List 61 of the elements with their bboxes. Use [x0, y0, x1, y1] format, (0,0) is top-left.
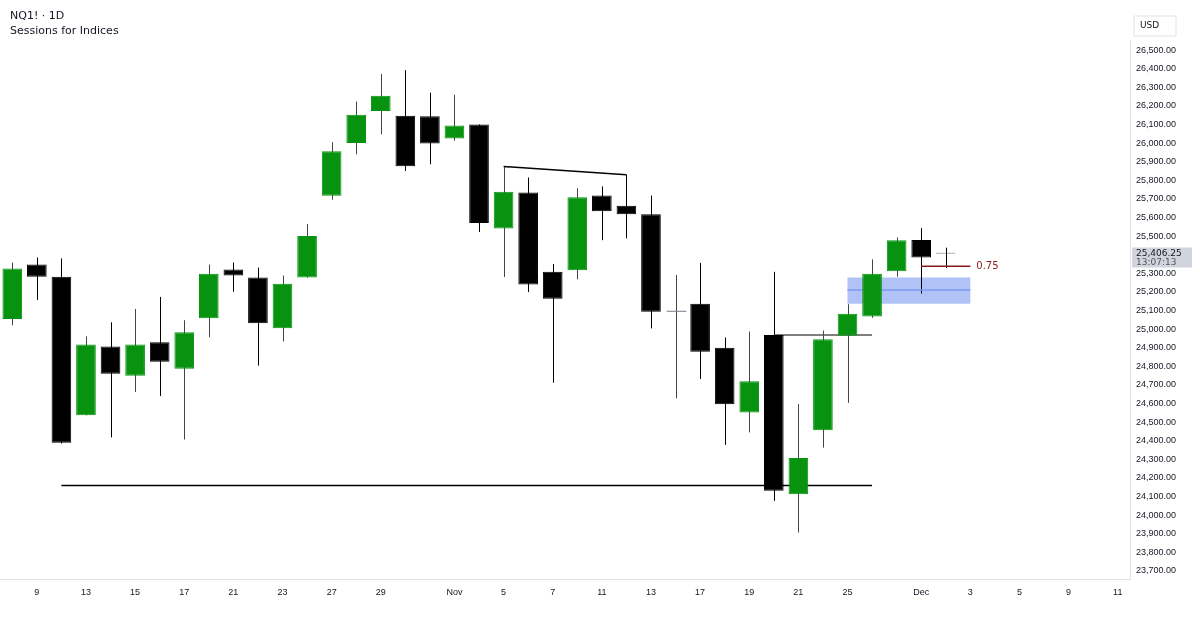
x-tick-label: 17: [695, 587, 706, 598]
text: 13:07:13: [1136, 256, 1177, 267]
x-tick-label: 7: [550, 587, 556, 598]
candlestick: [616, 174, 637, 239]
x-tick-label: 25: [842, 587, 853, 598]
x-tick-label: 13: [645, 587, 656, 598]
x-tick-label: 11: [1113, 587, 1123, 598]
x-tick-label: 9: [34, 587, 40, 598]
x-tick-label: Dec: [913, 587, 930, 598]
x-tick-label: 5: [501, 587, 507, 598]
x-tick-label: 19: [744, 587, 755, 598]
candlestick: [223, 262, 244, 293]
text: USD: [1140, 20, 1160, 31]
y-tick-label: 25,600.00: [1136, 211, 1177, 222]
y-tick-label: 24,700.00: [1136, 379, 1177, 390]
y-tick-label: 26,300.00: [1136, 81, 1177, 92]
y-tick-label: 24,300.00: [1136, 453, 1177, 464]
y-tick-label: 23,800.00: [1136, 546, 1177, 557]
x-tick-label: 9: [1066, 587, 1072, 598]
x-tick-label: Nov: [446, 587, 463, 598]
x-tick-label: 21: [228, 587, 239, 598]
y-tick-label: 26,100.00: [1136, 118, 1177, 129]
y-tick-label: 25,300.00: [1136, 267, 1177, 278]
y-tick-label: 23,900.00: [1136, 528, 1177, 539]
text: 25,406.25: [1136, 247, 1182, 258]
y-tick-label: 25,500.00: [1136, 230, 1177, 241]
x-tick-label: 17: [179, 587, 190, 598]
x-tick-label: 11: [597, 587, 607, 598]
x-tick-label: 5: [1016, 587, 1022, 598]
y-tick-label: 26,500.00: [1136, 44, 1177, 55]
y-tick-label: 25,200.00: [1136, 286, 1177, 297]
candlestick: [444, 94, 465, 142]
x-tick-label: 23: [277, 587, 288, 598]
y-tick-label: 24,900.00: [1136, 342, 1177, 353]
x-tick-label: 27: [326, 587, 337, 598]
y-tick-label: 24,600.00: [1136, 398, 1177, 409]
candlestick: [666, 274, 687, 399]
x-tick-label: 29: [375, 587, 386, 598]
y-tick-label: 24,800.00: [1136, 360, 1177, 371]
candlestick: [837, 303, 858, 404]
x-tick-label: 13: [80, 587, 91, 598]
y-tick-label: 25,000.00: [1136, 323, 1177, 334]
chart-title: NQ1! · 1D: [10, 8, 66, 23]
y-tick-label: 25,800.00: [1136, 174, 1177, 185]
y-tick-label: 24,200.00: [1136, 472, 1177, 483]
y-tick-label: 24,000.00: [1136, 509, 1177, 520]
y-tick-label: 24,500.00: [1136, 416, 1177, 427]
y-tick-label: 26,400.00: [1136, 63, 1177, 74]
y-tick-label: 23,700.00: [1136, 565, 1177, 576]
y-tick-label: 25,700.00: [1136, 193, 1177, 204]
y-tick-label: 26,000.00: [1136, 137, 1177, 148]
x-tick-label: 21: [793, 587, 804, 598]
chart-subtitle: Sessions for Indices: [10, 23, 119, 38]
series-label: 0.75: [976, 259, 999, 271]
y-tick-label: 24,400.00: [1136, 435, 1177, 446]
y-tick-label: 26,200.00: [1136, 100, 1177, 111]
y-tick-label: 25,900.00: [1136, 156, 1177, 167]
y-tick-label: 24,100.00: [1136, 491, 1177, 502]
x-tick-label: 15: [130, 587, 141, 598]
x-tick-label: 3: [967, 587, 973, 598]
y-tick-label: 25,100.00: [1136, 305, 1177, 316]
